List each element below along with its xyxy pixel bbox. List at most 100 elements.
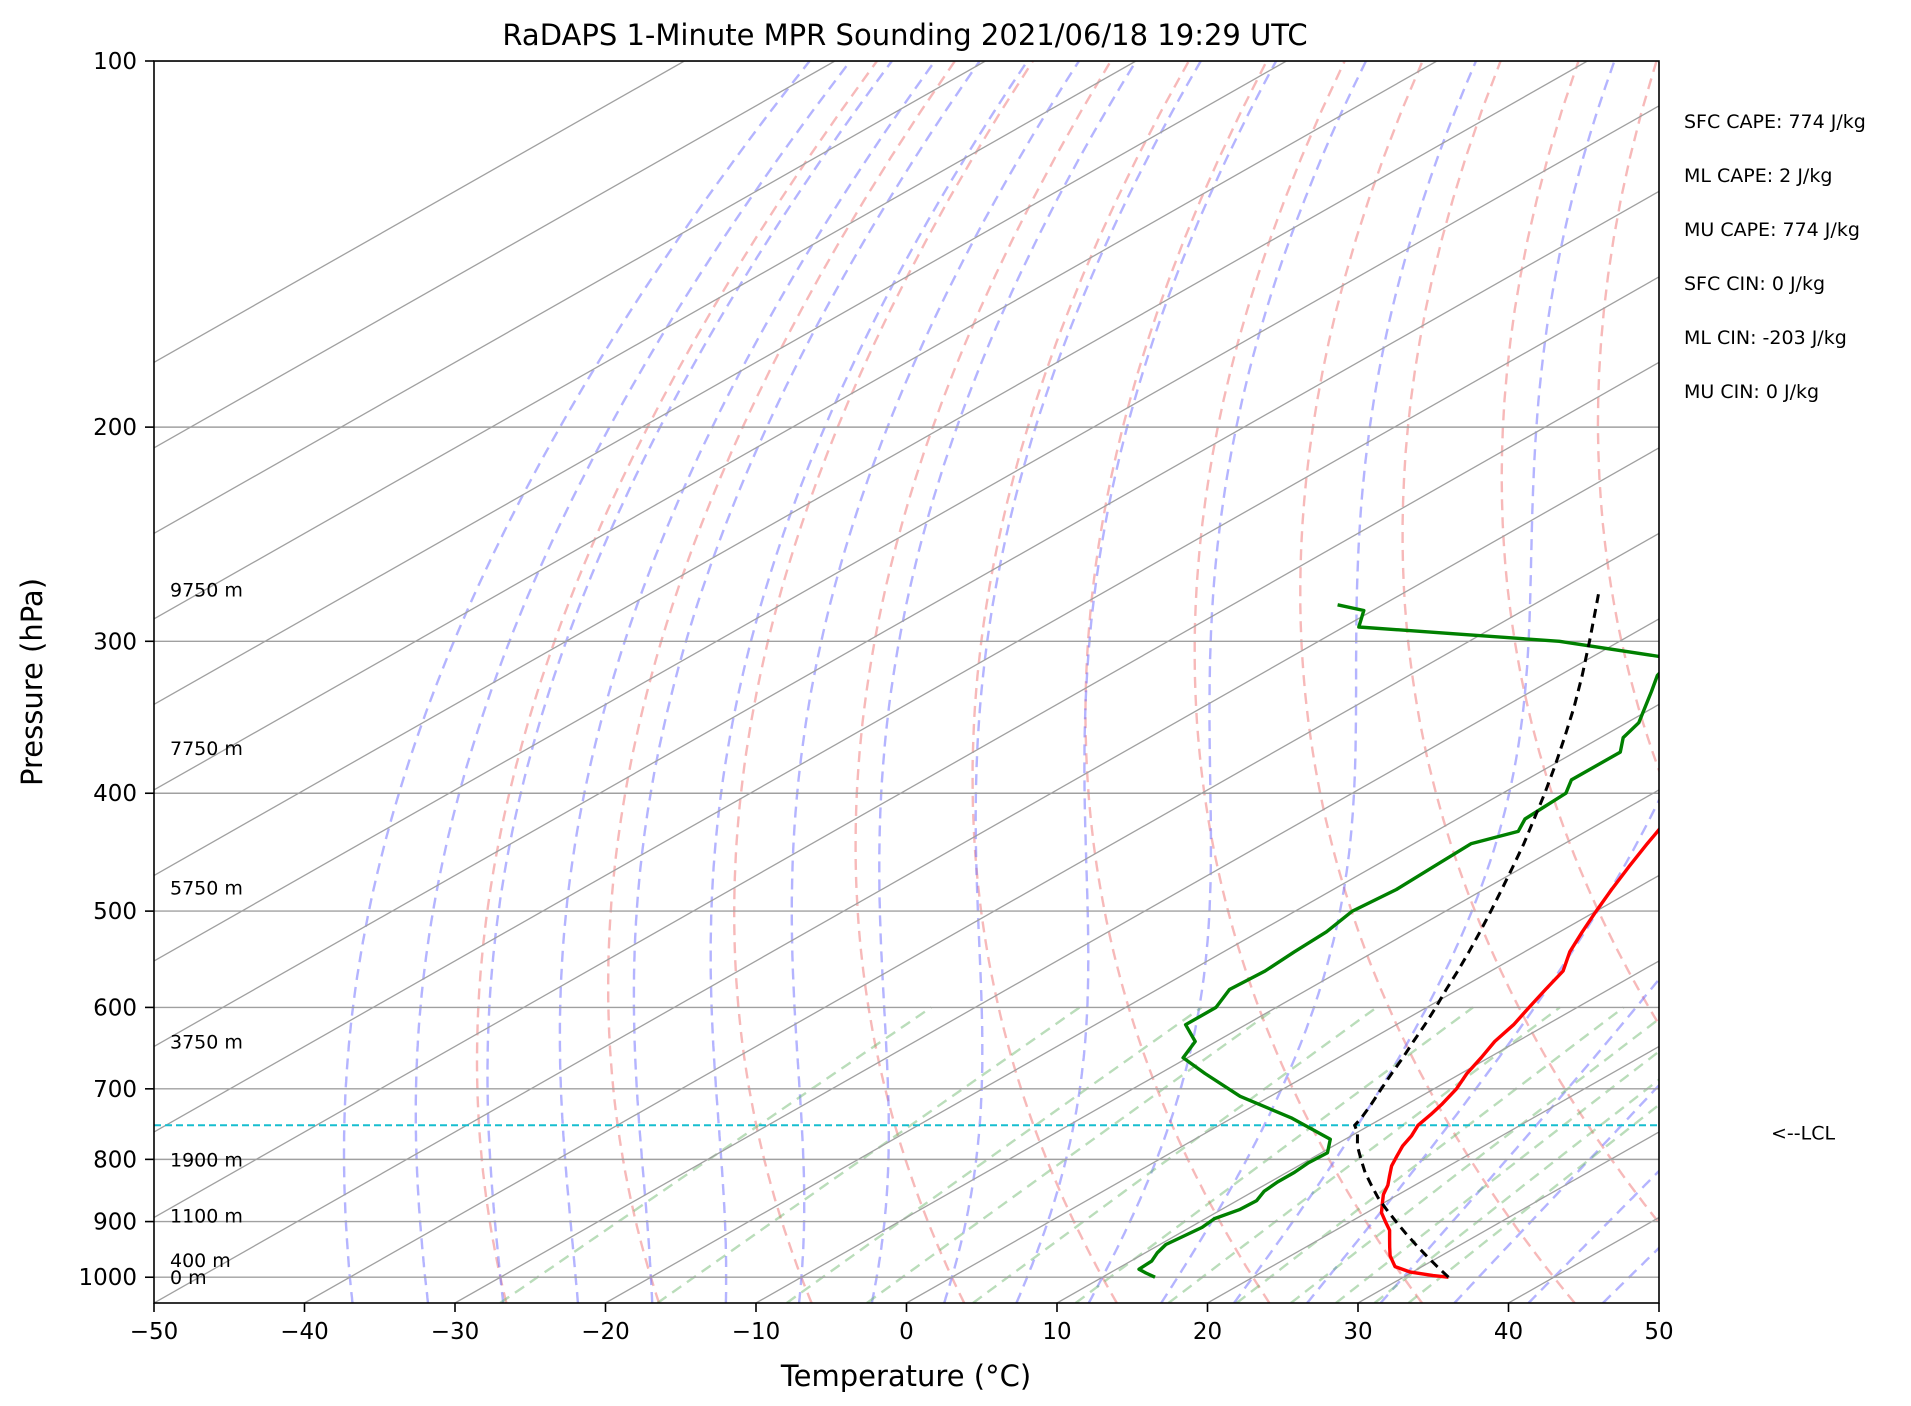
- x-tick-label: 30: [1343, 1319, 1372, 1345]
- mixing-ratio-line: [1407, 1103, 1659, 1303]
- moist-adiabat-line: [870, 61, 1138, 1303]
- moist-adiabat-line: [486, 61, 893, 1303]
- isotherm-line: [755, 789, 1659, 1303]
- mixing-ratio-line: [786, 1006, 1203, 1303]
- isotherm-line: [154, 61, 986, 535]
- chart-title: RaDAPS 1-Minute MPR Sounding 2021/06/18 …: [502, 18, 1307, 52]
- stability-index: MU CIN: 0 J/kg: [1684, 381, 1819, 403]
- height-label: 5750 m: [170, 877, 243, 899]
- mixing-ratio-lines: [499, 1006, 1659, 1303]
- isotherm-line: [1207, 1045, 1659, 1303]
- moist-adiabat-line: [709, 61, 1029, 1303]
- isotherms: [154, 61, 1659, 1303]
- isobars: [154, 61, 1659, 1278]
- x-axis-label: Temperature (°C): [780, 1359, 1031, 1393]
- isotherm-line: [154, 61, 1287, 706]
- x-tick-label: 50: [1644, 1319, 1673, 1345]
- stability-index: ML CIN: -203 J/kg: [1684, 327, 1847, 349]
- y-tick-label: 200: [93, 415, 137, 441]
- y-tick-label: 800: [93, 1147, 137, 1173]
- height-label: 7750 m: [170, 738, 243, 760]
- dry-adiabat-line: [1299, 61, 1576, 1303]
- isotherm-line: [154, 361, 1659, 1219]
- mixing-ratio-line: [866, 1006, 1278, 1303]
- x-tick-label: −20: [581, 1319, 630, 1345]
- y-tick-label: 400: [93, 781, 137, 807]
- stability-indices: SFC CAPE: 774 J/kg ML CAPE: 2 J/kg MU CAPE…: [1684, 111, 1866, 403]
- stability-index: SFC CIN: 0 J/kg: [1684, 273, 1825, 295]
- stability-index: SFC CAPE: 774 J/kg: [1684, 111, 1866, 133]
- height-label: 400 m: [170, 1250, 231, 1272]
- dry-adiabat-line: [1500, 61, 1659, 1027]
- y-tick-label: 100: [93, 49, 137, 75]
- x-tick-label: −40: [280, 1319, 329, 1345]
- stability-index: MU CAPE: 774 J/kg: [1684, 219, 1860, 241]
- height-label: 0 m: [170, 1267, 207, 1289]
- mixing-ratio-line: [499, 1006, 932, 1303]
- x-tick-label: −10: [732, 1319, 781, 1345]
- moist-adiabat-line: [1453, 1083, 1659, 1303]
- mixing-ratio-line: [1167, 1006, 1561, 1303]
- mixing-ratio-line: [1335, 1049, 1659, 1303]
- x-tick-label: 10: [1042, 1319, 1071, 1345]
- isotherm-line: [154, 105, 1659, 962]
- mixing-ratio-line: [656, 1006, 1081, 1303]
- moist-adiabat-line: [943, 61, 1202, 1303]
- moist-adiabat-line: [342, 61, 811, 1303]
- height-label: 1100 m: [170, 1206, 243, 1228]
- x-tick-label: 40: [1494, 1319, 1523, 1345]
- moist-adiabat-line: [1233, 61, 1616, 1303]
- y-tick-label: 900: [93, 1210, 137, 1236]
- isotherm-line: [1056, 960, 1659, 1303]
- isotherm-line: [154, 190, 1659, 1048]
- dry-adiabat-line: [971, 61, 1190, 1303]
- y-tick-label: 700: [93, 1077, 137, 1103]
- y-tick-label: 300: [93, 629, 137, 655]
- stability-index: ML CAPE: 2 J/kg: [1684, 165, 1832, 187]
- isotherm-line: [154, 61, 836, 449]
- isotherm-line: [154, 276, 1659, 1133]
- isotherm-line: [154, 61, 1438, 791]
- isotherm-line: [154, 61, 1137, 620]
- lcl-label: <--LCL: [1771, 1122, 1835, 1144]
- y-tick-label: 1000: [78, 1265, 137, 1291]
- plot-area: [154, 61, 1659, 1303]
- height-label: 3750 m: [170, 1031, 243, 1053]
- moist-adiabat-line: [1379, 977, 1659, 1303]
- isotherm-line: [454, 618, 1659, 1303]
- isotherm-line: [154, 61, 1588, 877]
- parcel-line: [1353, 589, 1601, 1279]
- moist-adiabat-line: [414, 61, 852, 1303]
- mixing-ratio-line: [1373, 1078, 1659, 1303]
- moist-adiabat-line: [1160, 61, 1478, 1303]
- dry-adiabat-line: [475, 61, 878, 1303]
- mixing-ratio-line: [1235, 1006, 1625, 1303]
- isotherm-line: [154, 61, 685, 364]
- moist-adiabat-line: [1015, 61, 1278, 1303]
- moist-adiabats: [342, 61, 1659, 1303]
- profiles: [1137, 589, 1659, 1279]
- x-axis: −50 −40 −30 −20 −10 0 10 20 30 40 50: [130, 1303, 1674, 1345]
- isotherm-line: [304, 532, 1659, 1303]
- y-tick-label: 500: [93, 899, 137, 925]
- mixing-ratio-line: [1290, 1017, 1659, 1303]
- x-tick-label: 0: [899, 1319, 914, 1345]
- y-axis-label: Pressure (hPa): [15, 578, 49, 786]
- moist-adiabat-line: [1087, 61, 1368, 1303]
- temperature-line: [1379, 827, 1659, 1279]
- y-axis: 1000 900 800 700 600 500 400 300 200 100: [78, 49, 154, 1291]
- isotherm-line: [906, 874, 1659, 1303]
- height-label: 9750 m: [170, 580, 243, 602]
- x-tick-label: −30: [431, 1319, 480, 1345]
- y-tick-label: 600: [93, 995, 137, 1021]
- x-tick-label: 20: [1193, 1319, 1222, 1345]
- isotherm-line: [605, 703, 1659, 1303]
- dry-adiabat-line: [733, 61, 1034, 1303]
- dewpoint-line: [1137, 603, 1659, 1279]
- moist-adiabat-line: [790, 61, 1081, 1303]
- dry-adiabat-line: [1401, 61, 1659, 1225]
- isotherm-line: [154, 447, 1659, 1303]
